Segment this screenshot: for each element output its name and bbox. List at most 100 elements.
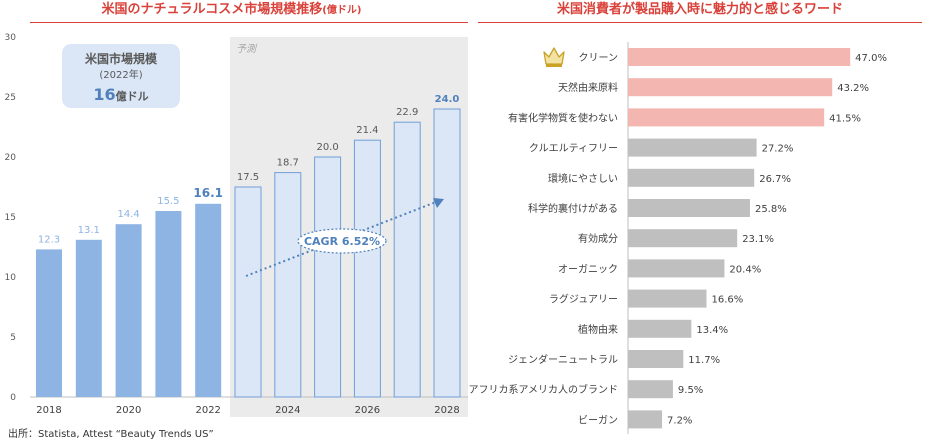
y-tick-label: 30 bbox=[5, 33, 17, 43]
bar-2025 bbox=[314, 156, 342, 398]
y-tick-label: 10 bbox=[5, 273, 17, 283]
left-title-underline bbox=[30, 22, 468, 23]
category-label-4: 環境にやさしい bbox=[548, 172, 618, 185]
bar-2018 bbox=[36, 249, 62, 397]
h-value-label-9: 13.4% bbox=[696, 325, 728, 336]
value-label-2025: 20.0 bbox=[316, 142, 338, 153]
bar-2020 bbox=[115, 224, 142, 397]
right-title-underline bbox=[478, 22, 922, 23]
right-chart-title-text: 米国消費者が製品購入時に魅力的と感じるワード bbox=[556, 2, 843, 17]
bar-2026 bbox=[353, 139, 381, 398]
value-label-2023: 17.5 bbox=[237, 172, 259, 183]
h-bars bbox=[628, 48, 851, 429]
bars bbox=[36, 108, 461, 398]
bar-2024 bbox=[274, 172, 302, 398]
h-bar-7 bbox=[628, 259, 725, 278]
y-tick-label: 25 bbox=[5, 93, 16, 103]
h-value-label-3: 27.2% bbox=[762, 144, 794, 155]
y-tick-label: 15 bbox=[5, 213, 16, 223]
left-chart-title-text: 米国のナチュラルコスメ市場規模推移 bbox=[101, 2, 323, 17]
category-label-3: クルエルティフリー bbox=[529, 143, 618, 155]
value-label-2022: 16.1 bbox=[193, 186, 223, 200]
market-size-box: 米国市場規模 (2022年) 16億ドル bbox=[62, 44, 180, 108]
market-size-chart: 予測 0 5 10 15 20 25 30 12.3 13.1 14.4 15.5 16.1 17.5… bbox=[5, 33, 468, 417]
forecast-area-background bbox=[230, 37, 468, 417]
y-tick-label: 5 bbox=[10, 333, 16, 343]
x-tick-2024: 2024 bbox=[275, 405, 300, 416]
market-size-box-line2: (2022年) bbox=[99, 68, 142, 81]
category-labels: クリーン天然由来原料有害化学物質を使わないクルエルティフリー環境にやさしい科学的… bbox=[469, 52, 619, 426]
h-bar-5 bbox=[628, 199, 750, 217]
value-label-2027: 22.9 bbox=[396, 107, 418, 118]
category-label-8: ラグジュアリー bbox=[549, 293, 618, 306]
h-value-label-11: 9.5% bbox=[678, 385, 703, 396]
h-bar-2 bbox=[628, 108, 825, 127]
right-chart-title: 米国消費者が製品購入時に魅力的と感じるワード bbox=[475, 0, 925, 20]
h-value-label-10: 11.7% bbox=[688, 355, 720, 366]
market-size-box-value-line: 16億ドル bbox=[93, 85, 148, 104]
h-bar-8 bbox=[628, 289, 707, 308]
h-bar-4 bbox=[628, 168, 755, 187]
value-label-2028: 24.0 bbox=[435, 94, 460, 105]
category-label-5: 科学的裏付けがある bbox=[528, 202, 618, 215]
market-size-box-line1: 米国市場規模 bbox=[85, 51, 158, 66]
category-label-9: 植物由来 bbox=[578, 323, 618, 336]
left-chart-title: 米国のナチュラルコスメ市場規模推移(億ドル) bbox=[0, 0, 463, 20]
h-value-label-8: 16.6% bbox=[711, 295, 743, 306]
cagr-ellipse bbox=[297, 228, 387, 254]
value-label-2018: 12.3 bbox=[38, 234, 60, 245]
x-tick-2018: 2018 bbox=[36, 405, 61, 416]
h-value-label-1: 43.2% bbox=[837, 83, 869, 94]
market-size-box-value: 16 bbox=[93, 85, 115, 104]
forecast-label: 予測 bbox=[236, 43, 258, 55]
x-tick-2028: 2028 bbox=[434, 405, 459, 416]
crown-icon-body bbox=[543, 47, 565, 65]
bar-2027 bbox=[393, 121, 421, 398]
market-size-box-unit: 億ドル bbox=[116, 89, 149, 103]
bar-2019 bbox=[75, 239, 102, 397]
h-bar-6 bbox=[628, 229, 738, 248]
h-value-label-12: 7.2% bbox=[667, 415, 692, 426]
y-tick-label: 0 bbox=[10, 393, 16, 403]
h-value-label-5: 25.8% bbox=[755, 204, 787, 215]
h-bar-11 bbox=[628, 380, 673, 399]
source-note: 出所：Statista, Attest “Beauty Trends US” bbox=[8, 429, 214, 440]
purchase-words-chart: クリーン天然由来原料有害化学物質を使わないクルエルティフリー環境にやさしい科学的… bbox=[469, 42, 887, 434]
crown-icon bbox=[543, 47, 565, 67]
x-tick-2022: 2022 bbox=[195, 405, 220, 416]
h-value-label-2: 41.5% bbox=[829, 113, 861, 124]
value-label-2020: 14.4 bbox=[117, 209, 139, 220]
category-label-11: アフリカ系アメリカ人のブランド bbox=[469, 383, 619, 396]
h-bar-10 bbox=[628, 350, 684, 368]
bar-2021 bbox=[155, 211, 182, 397]
bar-2028 bbox=[433, 108, 461, 398]
h-value-label-6: 23.1% bbox=[742, 234, 774, 245]
h-bar-12 bbox=[628, 410, 663, 429]
h-value-label-4: 26.7% bbox=[759, 174, 791, 185]
cagr-annotation: CAGR 6.52% bbox=[245, 198, 444, 277]
h-value-label-0: 47.0% bbox=[855, 53, 887, 64]
left-chart-title-unit: (億ドル) bbox=[322, 5, 362, 16]
value-label-2024: 18.7 bbox=[277, 158, 299, 169]
y-ticks: 0 5 10 15 20 25 30 bbox=[5, 33, 17, 403]
category-label-2: 有害化学物質を使わない bbox=[508, 111, 618, 124]
h-bar-0 bbox=[628, 48, 851, 66]
market-size-box-bg bbox=[62, 44, 180, 108]
value-label-2021: 15.5 bbox=[157, 196, 179, 207]
y-tick-label: 20 bbox=[5, 153, 17, 163]
x-tick-labels: 2018 2020 2022 2024 2026 2028 bbox=[36, 405, 459, 416]
h-bar-1 bbox=[628, 78, 833, 97]
h-value-label-7: 20.4% bbox=[729, 264, 761, 275]
h-bar-3 bbox=[628, 138, 757, 157]
category-label-6: 有効成分 bbox=[578, 232, 618, 245]
bar-2023 bbox=[234, 186, 262, 398]
h-bar-9 bbox=[628, 319, 692, 338]
crown-icon-base bbox=[546, 64, 562, 67]
x-tick-2026: 2026 bbox=[355, 405, 380, 416]
cagr-label: CAGR 6.52% bbox=[304, 235, 380, 248]
category-label-7: オーガニック bbox=[558, 263, 618, 275]
cagr-arrow-head bbox=[433, 198, 444, 208]
category-label-0: クリーン bbox=[579, 52, 619, 64]
value-label-2026: 21.4 bbox=[356, 125, 378, 136]
x-tick-2020: 2020 bbox=[116, 405, 141, 416]
